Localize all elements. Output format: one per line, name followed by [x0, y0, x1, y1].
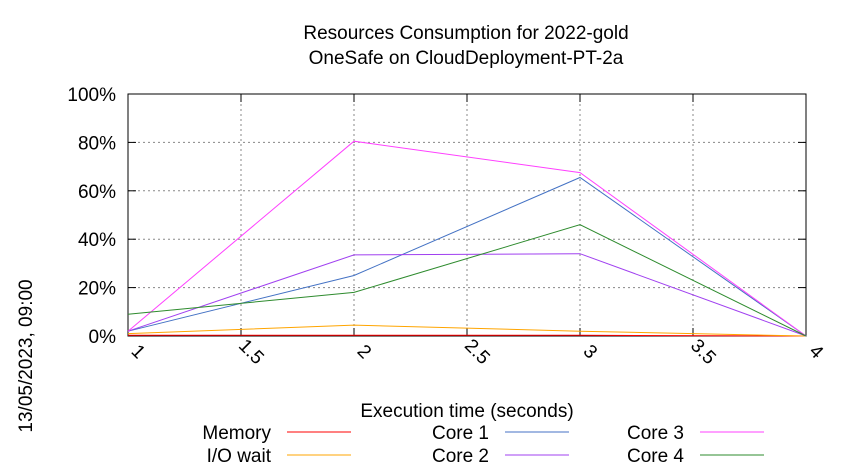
legend-label: Core 4 [627, 446, 684, 467]
x-tick-label: 2.5 [460, 335, 494, 369]
x-tick-label: 3.5 [686, 335, 720, 369]
y-tick-label: 60% [78, 182, 116, 203]
chart-title: Resources Consumption for 2022-gold [303, 23, 628, 44]
series-line-core-1 [127, 176, 807, 337]
series-line-core-4 [127, 224, 807, 337]
series-lines [127, 140, 807, 337]
legend-label: Memory [202, 423, 271, 444]
grid [128, 94, 806, 336]
series-line-memory [128, 334, 807, 337]
y-tick-label: 80% [78, 133, 116, 154]
y-tick-label: 100% [67, 85, 116, 106]
y-axis-label: 13/05/2023, 09:00 [16, 279, 37, 432]
x-tick-label: 4 [805, 341, 828, 364]
x-tick-labels: 1 1.5 2 2.5 3 3.5 4 [127, 335, 828, 369]
plot-border [127, 93, 807, 337]
legend-label: I/O wait [207, 446, 272, 467]
x-axis-label: Execution time (seconds) [360, 401, 573, 422]
legend-label: Core 1 [432, 423, 489, 444]
y-tick-label: 20% [78, 279, 116, 300]
x-tick-label: 1.5 [234, 335, 268, 369]
y-tick-labels: 0% 20% 40% 60% 80% 100% [67, 85, 116, 348]
y-tick-label: 0% [89, 327, 117, 348]
legend-label: Core 3 [627, 423, 684, 444]
x-tick-label: 2 [353, 341, 375, 363]
series-line-i-o-wait [127, 324, 807, 337]
y-tick-label: 40% [78, 230, 116, 251]
chart-subtitle: OneSafe on CloudDeployment-PT-2a [309, 48, 624, 69]
x-tick-label: 1 [127, 341, 149, 363]
x-tick-label: 3 [579, 341, 601, 363]
series-line-core-2 [127, 253, 807, 337]
legend-label: Core 2 [432, 446, 489, 467]
series-line-core-3 [127, 140, 807, 337]
plot-frame [127, 93, 807, 337]
